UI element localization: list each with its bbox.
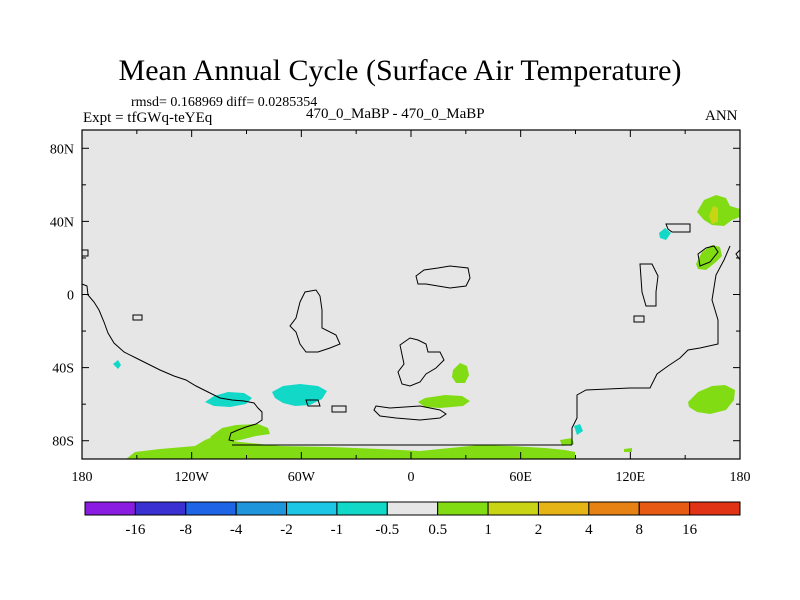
y-tick-label: 80S: [52, 435, 74, 450]
antarctic-band: [126, 436, 575, 459]
s-africa-patch: [418, 395, 470, 408]
colorbar-swatch: [235, 501, 288, 516]
y-axis: 80N 40N 0 40S 80S: [50, 142, 740, 450]
caribbean-island: [132, 314, 143, 321]
colorbar-swatch: [537, 501, 590, 516]
japan-coast: [665, 223, 691, 233]
colorbar-label: 2: [535, 522, 543, 538]
near-antarctic-dot: [574, 424, 583, 435]
w-pacific-small-patch: [696, 245, 722, 270]
s-atlantic-patch: [210, 424, 270, 442]
x-tick-label: 180: [72, 470, 93, 485]
colorbar-swatch: [84, 501, 136, 516]
colorbar-label: 0.5: [428, 522, 447, 538]
x-tick-label: 120E: [616, 470, 646, 485]
colorbar-swatch: [487, 501, 539, 516]
nw-pacific-patch: [697, 195, 740, 226]
atlantic-island-2: [331, 405, 347, 413]
x-axis: 180 120W 60W 0 60E 120E 180: [72, 130, 751, 485]
africa-southern-coast: [397, 337, 445, 387]
se-africa-patch: [452, 363, 469, 383]
colorbar-swatch: [588, 501, 640, 516]
moderate-anomaly-regions: [709, 206, 718, 224]
colorbar-label: -0.5: [375, 522, 399, 538]
colorbar-label: -2: [280, 522, 293, 538]
colorbar-label: -16: [125, 522, 145, 538]
colorbar-swatch: [437, 501, 489, 516]
y-tick-label: 40N: [50, 215, 74, 230]
stats-label: rmsd= 0.168969 diff= 0.0285354: [131, 95, 318, 110]
colorbar-label: -1: [331, 522, 344, 538]
central-america-coast: [289, 289, 341, 353]
nw-pacific-core: [709, 206, 718, 224]
x-tick-label: 0: [408, 470, 415, 485]
colorbar: -16 -8 -4 -2 -1 -0.5 0.5 1 2 4 8 16: [84, 501, 741, 538]
comparison-label: 470_0_MaBP - 470_0_MaBP: [306, 106, 485, 122]
antarctic-dot-2: [624, 448, 632, 452]
colorbar-swatch: [134, 501, 187, 516]
colorbar-label: 1: [484, 522, 492, 538]
x-tick-label: 120W: [175, 470, 210, 485]
east-asia-coast: [639, 263, 659, 307]
positive-anomaly-regions: [126, 195, 740, 459]
colorbar-swatch: [689, 501, 741, 516]
coastlines: [81, 223, 741, 446]
southern-atlantic-landmass: [373, 405, 447, 421]
africa-northern-coast: [415, 265, 471, 289]
colorbar-swatch: [638, 501, 691, 516]
colorbar-swatch: [286, 501, 338, 516]
x-tick-label: 60W: [288, 470, 316, 485]
antarctic-east-coast: [571, 245, 731, 445]
plot-title: Mean Annual Cycle (Surface Air Temperatu…: [118, 54, 682, 87]
y-tick-label: 40S: [52, 362, 74, 377]
w-pacific-dot: [659, 228, 671, 240]
colorbar-label: 16: [682, 522, 698, 538]
colorbar-label: 8: [635, 522, 643, 538]
western-edge-coast: [82, 249, 89, 257]
colorbar-label: -8: [180, 522, 193, 538]
x-tick-label: 180: [730, 470, 751, 485]
x-tick-label: 60E: [509, 470, 532, 485]
pacific-island-outline: [697, 245, 719, 267]
season-label: ANN: [705, 108, 738, 124]
y-tick-label: 0: [67, 289, 74, 304]
y-tick-label: 80N: [50, 142, 74, 157]
s-pacific-dot: [113, 360, 121, 369]
east-asia-coast-2: [633, 315, 645, 323]
colorbar-swatch: [336, 501, 388, 516]
colorbar-label: 4: [585, 522, 593, 538]
experiment-label: Expt = tfGWq-teYEq: [83, 110, 213, 126]
atlantic-island-1: [305, 399, 321, 407]
colorbar-swatch: [386, 501, 439, 516]
colorbar-label: -4: [230, 522, 243, 538]
negative-anomaly-regions: [113, 228, 671, 435]
tasman-patch: [688, 385, 735, 414]
antarctic-dot-1: [560, 438, 574, 446]
plot-background: [82, 130, 740, 459]
americas-coastline: [81, 283, 263, 442]
colorbar-swatch: [185, 501, 237, 516]
